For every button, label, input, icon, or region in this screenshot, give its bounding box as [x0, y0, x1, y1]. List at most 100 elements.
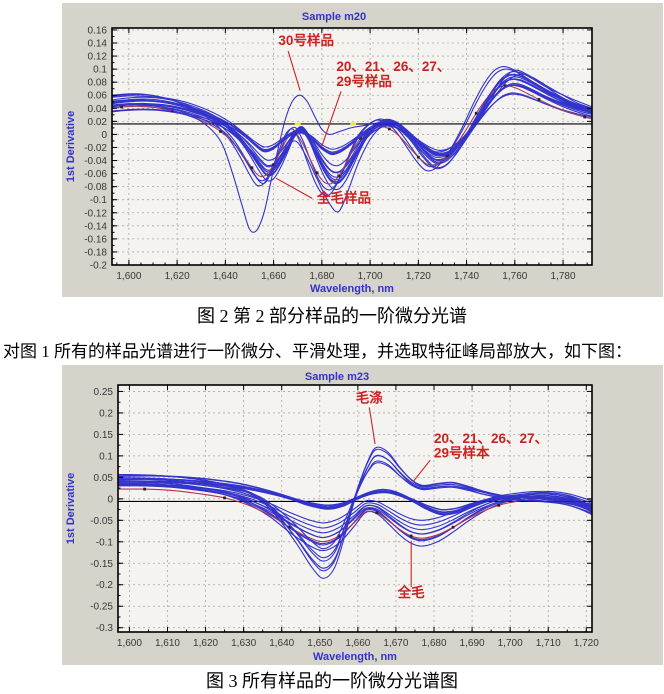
spectrum-curve: [112, 73, 592, 233]
spectrum-curve: [112, 76, 592, 157]
y-axis-label: 1st Derivative: [65, 473, 77, 545]
chart-title: Sample m23: [305, 371, 369, 383]
spectrum-curve: [112, 73, 592, 184]
svg-text:-0.06: -0.06: [84, 169, 107, 180]
annotation-text: 29号样本: [434, 445, 490, 461]
svg-text:0.12: 0.12: [88, 52, 108, 63]
svg-text:1,630: 1,630: [231, 638, 256, 649]
svg-text:-0.2: -0.2: [90, 261, 108, 272]
svg-text:1,680: 1,680: [421, 638, 446, 649]
series-curves: [112, 65, 592, 233]
annotation-leader: [287, 50, 301, 91]
figure3-chart-svg: 1,600 1,610 1,620 1,630 1,640 1,650 1,660 1,670…: [65, 371, 599, 663]
svg-text:-0.1: -0.1: [90, 195, 108, 206]
y-axis-label: 1st Derivative: [65, 111, 77, 183]
svg-text:1,600: 1,600: [116, 271, 141, 282]
figure2-chart-svg: 1,600 1,620 1,640 1,660 1,680 1,700 1,720 1,740…: [65, 11, 593, 295]
annotation-leader: [368, 407, 376, 444]
svg-text:1,700: 1,700: [358, 271, 383, 282]
annotation-text: 30号样品: [278, 32, 334, 48]
svg-text:-0.05: -0.05: [90, 516, 113, 527]
svg-text:-0.3: -0.3: [96, 623, 114, 634]
svg-text:-0.1: -0.1: [96, 537, 114, 548]
spectrum-curve: [118, 474, 592, 515]
tick-labels: 1,600 1,620 1,640 1,660 1,680 1,700 1,720 1,740…: [84, 25, 576, 282]
svg-text:0.05: 0.05: [94, 473, 114, 484]
svg-text:1,620: 1,620: [165, 271, 190, 282]
svg-text:1,690: 1,690: [460, 638, 485, 649]
spectrum-curve: [112, 71, 592, 156]
annotation-text: 毛涤: [356, 390, 383, 406]
spectrum-curve: [112, 78, 592, 154]
svg-text:1,700: 1,700: [498, 638, 523, 649]
spectrum-curve: [118, 454, 592, 569]
svg-text:1,760: 1,760: [502, 271, 527, 282]
svg-text:1,650: 1,650: [307, 638, 332, 649]
spectrum-curve: [118, 478, 592, 516]
svg-text:0.15: 0.15: [94, 430, 114, 441]
annotation-text: 20、21、26、27、: [434, 431, 548, 446]
svg-text:-0.25: -0.25: [90, 602, 113, 613]
svg-text:-0.18: -0.18: [84, 247, 107, 258]
x-axis-label: Wavelength, nm: [313, 651, 397, 663]
svg-text:1,720: 1,720: [406, 271, 431, 282]
body-paragraph: 对图 1 所有的样品光谱进行一阶微分、平滑处理，并选取特征峰局部放大，如下图：: [3, 342, 632, 361]
plot-frame: [117, 384, 593, 633]
svg-text:0.1: 0.1: [99, 451, 113, 462]
svg-text:1,660: 1,660: [261, 271, 286, 282]
svg-text:1,640: 1,640: [269, 638, 294, 649]
svg-text:0.06: 0.06: [88, 91, 108, 102]
cursor-marker: [350, 122, 357, 126]
svg-text:1,660: 1,660: [345, 638, 370, 649]
svg-text:0.02: 0.02: [88, 117, 108, 128]
annotation-text: 全毛样品: [316, 189, 371, 205]
svg-text:0.14: 0.14: [88, 39, 108, 50]
svg-text:-0.16: -0.16: [84, 234, 107, 245]
annotation-leader: [412, 459, 431, 483]
svg-text:1,600: 1,600: [117, 638, 142, 649]
series-curves: [118, 446, 592, 579]
x-axis-label: Wavelength, nm: [310, 283, 394, 295]
plot-frame: [111, 27, 593, 266]
svg-text:0.25: 0.25: [94, 387, 114, 398]
annotation-leader: [275, 177, 313, 199]
svg-text:0.16: 0.16: [88, 25, 108, 36]
svg-text:0.04: 0.04: [88, 104, 108, 115]
svg-text:-0.04: -0.04: [84, 156, 107, 167]
spectrum-curve: [118, 482, 592, 552]
svg-text:0: 0: [107, 494, 113, 505]
svg-text:-0.12: -0.12: [84, 208, 107, 219]
svg-text:-0.2: -0.2: [96, 580, 114, 591]
svg-text:-0.08: -0.08: [84, 182, 107, 193]
svg-text:1,720: 1,720: [574, 638, 599, 649]
svg-text:1,610: 1,610: [155, 638, 180, 649]
spectrum-curve: [112, 82, 592, 155]
annotation-leader: [321, 91, 342, 147]
svg-text:1,780: 1,780: [551, 271, 576, 282]
annotation-text: 全毛: [397, 584, 425, 600]
tick-labels: 1,600 1,610 1,620 1,630 1,640 1,650 1,660 1,670…: [90, 387, 599, 649]
figure3-chart: 1,600 1,610 1,620 1,630 1,640 1,650 1,660 1,670…: [62, 365, 663, 665]
svg-text:-0.14: -0.14: [84, 221, 107, 232]
svg-text:0.08: 0.08: [88, 78, 108, 89]
svg-text:1,640: 1,640: [213, 271, 238, 282]
cursor-marker: [294, 122, 301, 126]
spectrum-curve: [112, 69, 592, 213]
spectrum-curve: [118, 483, 592, 524]
annotation-text: 20、21、26、27、: [336, 59, 450, 74]
svg-text:0.2: 0.2: [99, 408, 113, 419]
svg-text:1,680: 1,680: [309, 271, 334, 282]
svg-text:1,670: 1,670: [383, 638, 408, 649]
figure3-caption: 图 3 所有样品的一阶微分光谱图: [206, 671, 458, 691]
svg-text:1,710: 1,710: [536, 638, 561, 649]
annotation-text: 29号样品: [336, 73, 392, 89]
svg-text:0: 0: [101, 130, 107, 141]
svg-text:-0.15: -0.15: [90, 559, 113, 570]
figure2-caption: 图 2 第 2 部分样品的一阶微分光谱: [197, 306, 467, 326]
figure2-chart: 1,600 1,620 1,640 1,660 1,680 1,700 1,720 1,740…: [62, 3, 663, 297]
chart-title: Sample m20: [302, 11, 366, 23]
svg-text:1,740: 1,740: [454, 271, 479, 282]
